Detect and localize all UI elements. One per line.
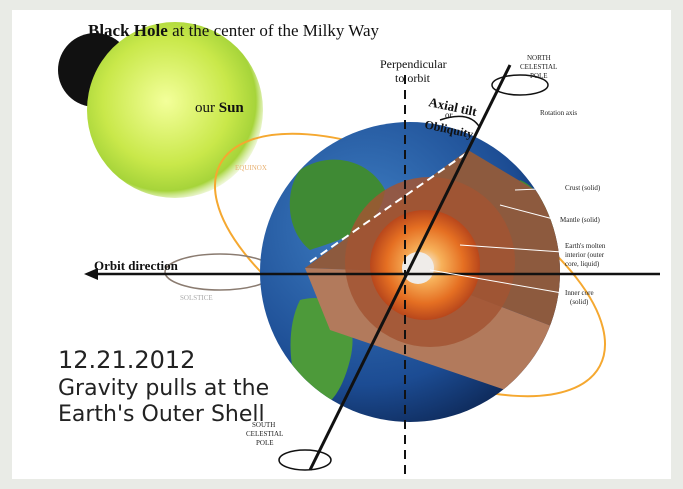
sun-prefix: our xyxy=(195,100,215,116)
tilt-arc xyxy=(439,115,481,129)
caption-line: Gravity pulls at the xyxy=(58,376,269,401)
north-rotation xyxy=(491,74,549,96)
inner-core-label: (solid) xyxy=(570,298,589,306)
title: Black Hole at the center of the Milky Wa… xyxy=(88,21,380,40)
axial-tilt-label: or xyxy=(445,110,453,120)
perpendicular-label: Perpendicular xyxy=(380,57,447,71)
outer-core-label: Earth's molten xyxy=(565,242,606,250)
south-pole-label: SOUTH xyxy=(252,421,275,429)
sun xyxy=(87,22,263,198)
perpendicular-label: to orbit xyxy=(395,71,431,85)
inner-core-label: Inner core xyxy=(565,289,594,297)
label-pointers xyxy=(429,187,563,294)
north-pole-label: POLE xyxy=(530,72,548,80)
orbit-arrow xyxy=(84,268,98,280)
mantle-label: Mantle (solid) xyxy=(560,216,601,224)
south-pole-label: CELESTIAL xyxy=(246,430,283,438)
orbit-direction-label: Orbit direction xyxy=(94,258,179,273)
crust-label: Crust (solid) xyxy=(565,184,601,192)
equinox-label: EQUINOX xyxy=(235,164,267,172)
sun-label: our Sun xyxy=(195,100,244,116)
rotation-axis-line xyxy=(308,64,512,471)
title-bold: Black Hole xyxy=(88,21,168,40)
cut-edge xyxy=(309,151,469,263)
rotation-axis-label: Rotation axis xyxy=(540,109,577,117)
south-pole-label: POLE xyxy=(256,439,274,447)
solstice-label: SOLSTICE xyxy=(180,294,213,302)
title-rest: at the center of the Milky Way xyxy=(172,21,379,40)
caption-line: Earth's Outer Shell xyxy=(58,402,265,427)
sun-bold: Sun xyxy=(219,100,245,116)
small-labels: NORTH CELESTIAL POLE Rotation axis Crust… xyxy=(180,54,606,447)
caption-date: 12.21.2012 xyxy=(58,346,195,374)
north-pole-label: CELESTIAL xyxy=(520,63,557,71)
outer-core-label: core, liquid) xyxy=(565,260,600,268)
outer-core-label: interior (outer xyxy=(565,251,605,259)
south-rotation xyxy=(278,449,332,471)
caption: 12.21.2012 Gravity pulls at the Earth's … xyxy=(58,346,269,427)
north-pole-label: NORTH xyxy=(527,54,551,62)
